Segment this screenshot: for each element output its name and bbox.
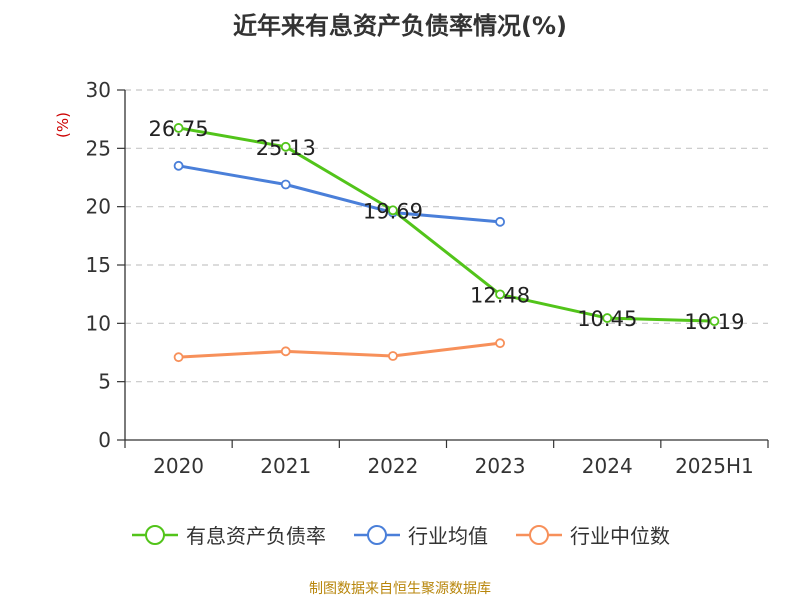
data-label-2024: 10.45: [577, 307, 637, 331]
series-line-3: [178, 341, 501, 359]
y-tick-label-20: 20: [86, 195, 111, 219]
data-point-s2-2020: [173, 160, 184, 171]
y-tick-label-15: 15: [86, 253, 111, 277]
legend-marker-series1: [132, 524, 178, 545]
legend-marker-series2: [354, 524, 400, 545]
data-label-2021: 25.13: [256, 136, 316, 160]
y-tick-label-5: 5: [98, 370, 111, 394]
data-source-note: 制图数据来自恒生聚源数据库: [309, 581, 491, 597]
data-point-s1-2025H1: [709, 316, 720, 327]
series-line-1: [178, 126, 715, 323]
data-label-2020: 26.75: [149, 117, 209, 141]
data-point-s1-2022: [388, 205, 398, 216]
data-point-s2-2021: [280, 179, 291, 190]
legend-item-series1[interactable]: 有息资产负债率: [130, 520, 326, 549]
legend-label-series3: 行业中位数: [570, 524, 670, 548]
data-point-s3-2022: [388, 351, 398, 361]
legend-item-series3[interactable]: 行业中位数: [514, 520, 670, 549]
legend-label-series2: 行业均值: [408, 524, 488, 548]
x-tick-label-2024: 2024: [582, 454, 633, 478]
data-point-s1-2020: [173, 123, 184, 133]
y-tick-label-25: 25: [86, 136, 111, 160]
x-tick-label-2022: 2022: [367, 454, 418, 478]
data-point-s3-2023: [495, 338, 505, 349]
data-label-2023: 12.48: [470, 283, 530, 307]
legend: 有息资产负债率 行业均值 行业中位数: [0, 520, 800, 549]
x-tick-label-2023: 2023: [475, 454, 526, 478]
chart-title: 近年来有息资产负债率情况(%): [233, 12, 567, 40]
x-tick-label-2020: 2020: [153, 454, 204, 478]
x-tick-label-2025H1: 2025H1: [675, 454, 754, 478]
data-label-2025H1: 10.19: [684, 310, 744, 334]
data-point-s3-2020: [173, 352, 184, 363]
y-tick-label-30: 30: [86, 78, 111, 102]
data-point-s3-2021: [280, 346, 291, 357]
y-tick-label-10: 10: [86, 311, 111, 335]
legend-label-series1: 有息资产负债率: [186, 524, 326, 548]
data-point-s2-2023: [495, 216, 505, 227]
data-label-2022: 19.69: [363, 199, 423, 223]
y-axis-unit-label: (%): [54, 112, 72, 138]
data-point-s1-2023: [495, 289, 505, 300]
data-point-s1-2021: [280, 141, 291, 152]
legend-item-series2[interactable]: 行业均值: [352, 520, 488, 549]
y-tick-label-0: 0: [98, 428, 111, 452]
data-point-s1-2024: [602, 313, 613, 323]
series-line-2: [178, 164, 501, 224]
x-tick-label-2021: 2021: [260, 454, 311, 478]
legend-marker-series3: [516, 524, 562, 545]
